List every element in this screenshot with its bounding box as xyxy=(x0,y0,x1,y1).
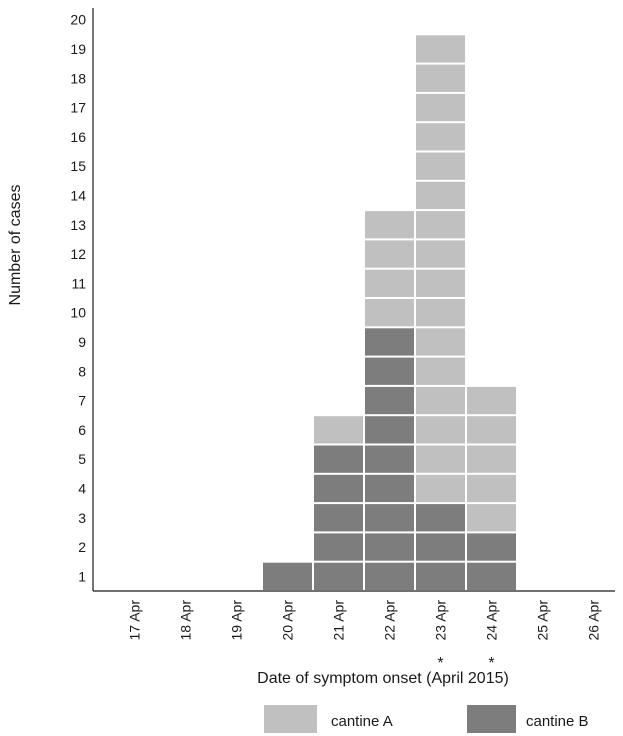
y-tick-label: 2 xyxy=(78,539,86,555)
bar-case-cantine-A xyxy=(365,211,414,239)
y-tick-label: 18 xyxy=(70,70,86,86)
bar-case-cantine-A xyxy=(467,504,516,532)
x-tick-label: 26 Apr xyxy=(586,600,602,641)
bar-case-cantine-A xyxy=(416,93,465,122)
bars xyxy=(263,35,516,590)
y-tick-label: 15 xyxy=(70,158,86,174)
x-axis-ticks: 17 Apr 18 Apr 19 Apr 20 Apr 21 Apr 22 Apr 23 A… xyxy=(127,600,602,641)
bar-case-cantine-A xyxy=(365,240,414,268)
bar-case-cantine-B xyxy=(314,533,363,561)
y-tick-label: 6 xyxy=(78,422,86,438)
bar-case-cantine-A xyxy=(416,474,465,503)
bar-case-cantine-A xyxy=(416,445,465,473)
bar-case-cantine-B xyxy=(467,533,516,561)
x-tick-label: 19 Apr xyxy=(229,600,245,641)
y-tick-label: 7 xyxy=(78,393,86,409)
y-axis-title: Number of cases xyxy=(7,185,24,306)
bar-case-cantine-A xyxy=(416,181,465,210)
bar-case-cantine-A xyxy=(416,240,465,268)
x-tick-label: 25 Apr xyxy=(535,600,551,641)
bar-case-cantine-A xyxy=(467,386,516,415)
bar-case-cantine-A xyxy=(416,211,465,239)
bar-case-cantine-A xyxy=(416,35,465,63)
legend-label-cantine-b: cantine B xyxy=(526,713,589,730)
x-axis-marks: * * xyxy=(437,655,494,672)
bar-case-cantine-A xyxy=(416,328,465,356)
bar-case-cantine-B xyxy=(314,474,363,503)
bar-case-cantine-A xyxy=(365,269,414,297)
x-tick-mark: * xyxy=(437,655,443,672)
x-tick-label: 23 Apr xyxy=(433,600,449,641)
bar-case-cantine-A xyxy=(416,152,465,180)
legend-label-cantine-a: cantine A xyxy=(331,713,393,730)
x-tick-label: 21 Apr xyxy=(331,600,347,641)
bar-case-cantine-B xyxy=(365,474,414,503)
x-axis-title: Date of symptom onset (April 2015) xyxy=(257,670,509,687)
bar-case-cantine-A xyxy=(416,416,465,444)
bar-case-cantine-B xyxy=(365,562,414,590)
bar-case-cantine-A xyxy=(365,299,414,327)
legend-item-cantine-b: cantine B xyxy=(467,705,589,733)
bar-case-cantine-B xyxy=(416,562,465,590)
bar-case-cantine-A xyxy=(416,64,465,92)
y-tick-label: 13 xyxy=(70,217,86,233)
bar-case-cantine-B xyxy=(365,533,414,561)
y-tick-label: 11 xyxy=(71,275,86,291)
y-tick-label: 12 xyxy=(70,246,86,262)
bar-case-cantine-B xyxy=(467,562,516,590)
legend: cantine A cantine B xyxy=(264,705,589,733)
bar-case-cantine-B xyxy=(314,562,363,590)
bar-case-cantine-B xyxy=(365,445,414,473)
x-tick-mark: * xyxy=(488,655,494,672)
bar-case-cantine-B xyxy=(263,562,312,590)
y-tick-label: 8 xyxy=(78,363,86,379)
legend-item-cantine-a: cantine A xyxy=(264,705,393,733)
bar-case-cantine-A xyxy=(314,416,363,444)
y-tick-label: 10 xyxy=(70,305,86,321)
bar-case-cantine-B xyxy=(365,386,414,415)
bar-case-cantine-A xyxy=(467,445,516,473)
bar-case-cantine-B xyxy=(314,504,363,532)
bar-case-cantine-B xyxy=(365,328,414,356)
y-tick-label: 9 xyxy=(78,334,86,350)
y-tick-label: 20 xyxy=(70,12,86,28)
y-tick-label: 1 xyxy=(78,568,86,584)
bar-case-cantine-A xyxy=(416,269,465,297)
bar-case-cantine-A xyxy=(416,357,465,385)
bar-case-cantine-B xyxy=(365,504,414,532)
y-tick-label: 16 xyxy=(70,129,86,145)
bar-case-cantine-A xyxy=(467,474,516,503)
bar-case-cantine-B xyxy=(314,445,363,473)
x-tick-label: 22 Apr xyxy=(382,600,398,641)
bar-case-cantine-A xyxy=(416,123,465,151)
y-tick-label: 3 xyxy=(78,510,86,526)
x-tick-label: 24 Apr xyxy=(484,600,500,641)
x-tick-label: 20 Apr xyxy=(280,600,296,641)
x-tick-label: 18 Apr xyxy=(178,600,194,641)
y-tick-label: 14 xyxy=(70,187,86,203)
bar-case-cantine-B xyxy=(416,504,465,532)
bar-case-cantine-A xyxy=(416,299,465,327)
bar-case-cantine-A xyxy=(416,386,465,415)
bar-case-cantine-B xyxy=(416,533,465,561)
bar-case-cantine-A xyxy=(467,416,516,444)
y-tick-label: 19 xyxy=(70,41,86,57)
y-tick-label: 5 xyxy=(78,451,86,467)
y-tick-label: 17 xyxy=(70,100,86,116)
legend-swatch-cantine-a xyxy=(264,705,317,733)
y-tick-label: 4 xyxy=(78,480,86,496)
bar-case-cantine-B xyxy=(365,357,414,385)
bar-case-cantine-B xyxy=(365,416,414,444)
x-tick-label: 17 Apr xyxy=(127,600,143,641)
legend-swatch-cantine-b xyxy=(467,705,516,733)
